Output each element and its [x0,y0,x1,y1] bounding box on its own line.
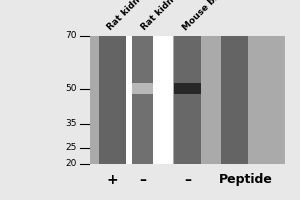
Bar [132,83,153,94]
Text: Rat kidney: Rat kidney [140,0,184,32]
Bar [126,36,172,164]
Bar [99,36,126,164]
Text: –: – [139,173,146,187]
Text: 20: 20 [65,160,76,168]
Text: 25: 25 [65,144,76,152]
Bar [220,36,248,164]
Text: 35: 35 [65,119,76,129]
Bar [174,83,201,94]
Bar [132,36,153,164]
Text: –: – [184,173,191,187]
Text: 50: 50 [65,84,76,93]
Text: Peptide: Peptide [219,173,273,186]
Bar [90,36,285,164]
Text: 70: 70 [65,31,76,40]
Bar [174,36,201,164]
Text: Mouse brain: Mouse brain [181,0,232,32]
Text: Rat kidney: Rat kidney [106,0,151,32]
Text: +: + [107,173,118,187]
